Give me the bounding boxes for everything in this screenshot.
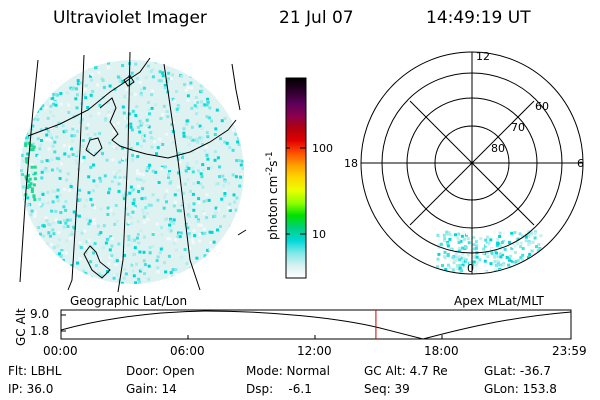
gc-alt-readout: GC Alt: 4.7 Re <box>364 364 448 378</box>
altitude-timeline <box>60 309 572 340</box>
lat-ring-80: 80 <box>491 142 505 155</box>
glat-readout: GLat: -36.7 <box>484 364 551 378</box>
longitude-lines <box>19 51 247 293</box>
coastline <box>27 57 237 279</box>
timeline-ylabel: GC Alt <box>14 308 28 346</box>
ytick-9: 9.0 <box>30 307 50 321</box>
colorbar-tick-10: 10 <box>312 228 326 241</box>
polar-plot: 12 18 6 0 60 70 80 <box>344 50 584 275</box>
xtick-2359: 23:59 <box>552 344 587 358</box>
mlt-label-6: 6 <box>577 157 584 170</box>
xtick-1200: 12:00 <box>297 344 332 358</box>
mode-readout: Mode: Normal <box>246 364 330 378</box>
instrument-title: Ultraviolet Imager <box>53 8 207 28</box>
seq-readout: Seq: 39 <box>364 382 410 396</box>
lat-ring-60: 60 <box>535 100 549 113</box>
filter-readout: Flt: LBHL <box>8 364 62 378</box>
mlt-label-0: 0 <box>467 262 474 275</box>
colorbar: 100 10 photon cm-2s-1 <box>265 77 333 279</box>
xtick-0600: 06:00 <box>170 344 205 358</box>
glon-readout: GLon: 153.8 <box>484 382 557 396</box>
ytick-1-8: 1.8 <box>30 324 50 338</box>
geographic-image <box>19 51 247 293</box>
mlt-label-18: 18 <box>344 157 358 170</box>
ip-readout: IP: 36.0 <box>8 382 54 396</box>
gain-readout: Gain: 14 <box>126 382 177 396</box>
lat-ring-70: 70 <box>511 121 525 134</box>
dsp-readout: Dsp: -6.1 <box>246 382 312 396</box>
date-label: 21 Jul 07 <box>279 8 354 28</box>
xtick-0000: 00:00 <box>43 344 78 358</box>
colorbar-tick-100: 100 <box>312 142 333 155</box>
xtick-1800: 18:00 <box>424 344 459 358</box>
left-panel-caption: Geographic Lat/Lon <box>70 294 188 308</box>
altitude-curve <box>60 310 572 340</box>
door-readout: Door: Open <box>126 364 195 378</box>
mlt-label-12: 12 <box>476 50 490 63</box>
colorbar-unit: photon cm-2s-1 <box>265 151 280 240</box>
time-label: 14:49:19 UT <box>426 8 531 28</box>
right-panel-caption: Apex MLat/MLT <box>454 294 544 308</box>
